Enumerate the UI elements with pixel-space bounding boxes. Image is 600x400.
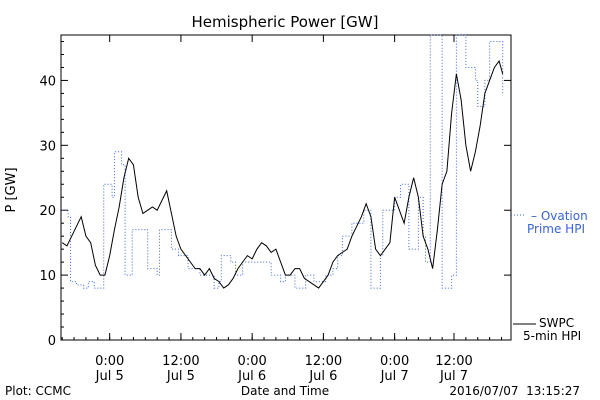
y-axis: 0 10 20 30 40 — [39, 40, 511, 349]
x-tick-time-label: 0:00 — [95, 354, 124, 369]
y-tick-label: 0 — [48, 334, 56, 349]
x-tick-time-label: 0:00 — [380, 354, 409, 369]
x-tick-time-label: 12:00 — [162, 354, 199, 369]
legend-ovation-line2: Prime HPI — [527, 222, 585, 236]
plot-frame — [60, 34, 512, 341]
x-tick-date-label: Jul 6 — [308, 369, 337, 384]
legend-swpc-line1: SWPC — [539, 316, 574, 330]
y-axis-label: P [GW] — [4, 167, 19, 212]
legend-ovation-line1: – Ovation — [531, 209, 588, 223]
x-tick-date-label: Jul 5 — [95, 369, 124, 384]
y-tick-label: 40 — [39, 74, 56, 89]
timestamp: 2016/07/07 13:15:27 — [449, 384, 580, 398]
swpc-hpi-series — [61, 59, 504, 289]
x-tick-date-label: Jul 6 — [237, 369, 266, 384]
x-tick-time-label: 12:00 — [305, 354, 342, 369]
swpc-hpi-line — [61, 59, 504, 289]
x-tick-time-label: 12:00 — [435, 354, 472, 369]
x-tick-time-label: 0:00 — [238, 354, 267, 369]
x-axis-label: Date and Time — [241, 384, 329, 398]
legend-swpc-line2: 5-min HPI — [523, 329, 581, 343]
x-tick-date-label: Jul 7 — [439, 369, 468, 384]
x-tick-date-label: Jul 7 — [380, 369, 409, 384]
y-tick-label: 30 — [39, 139, 56, 154]
x-tick-date-label: Jul 5 — [166, 369, 195, 384]
chart-title: Hemispheric Power [GW] — [192, 13, 379, 31]
y-tick-label: 20 — [39, 204, 56, 219]
plot-credit: Plot: CCMC — [5, 384, 71, 398]
y-tick-label: 10 — [39, 269, 56, 284]
